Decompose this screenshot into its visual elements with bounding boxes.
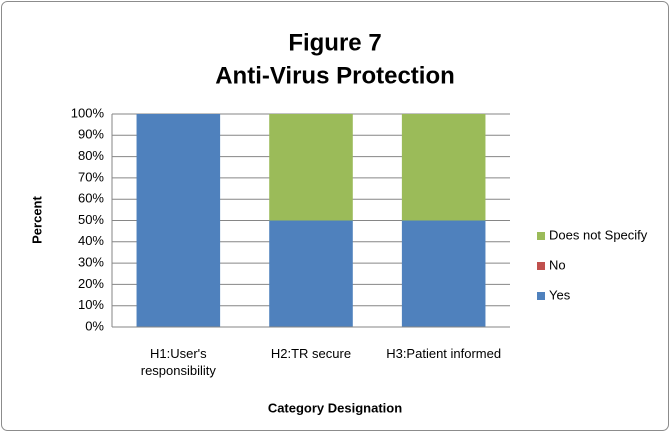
bar-segment xyxy=(269,114,353,221)
y-tick-label: 10% xyxy=(78,297,104,312)
bar-segment xyxy=(269,220,353,327)
x-tick-label: H3:Patient informed xyxy=(386,346,502,361)
y-tick-label: 70% xyxy=(78,169,104,184)
y-tick-label: 30% xyxy=(78,255,104,270)
y-tick-label: 50% xyxy=(78,212,104,227)
y-tick-label: 100% xyxy=(71,105,105,120)
x-tick-label: H1:User's responsibility xyxy=(140,346,216,378)
bar-segment xyxy=(136,114,221,327)
bar-segment xyxy=(401,114,486,221)
chart-title: Figure 7 xyxy=(288,29,381,56)
x-axis-label: Category Designation xyxy=(268,400,402,415)
y-tick-label: 20% xyxy=(78,276,104,291)
legend-swatch xyxy=(537,292,545,300)
y-tick-label: 0% xyxy=(85,318,104,333)
legend-label: Yes xyxy=(549,287,571,302)
y-tick-label: 40% xyxy=(78,233,104,248)
bar-segment xyxy=(401,220,486,327)
y-tick-label: 90% xyxy=(78,127,104,142)
y-axis-label: Percent xyxy=(29,195,44,243)
legend-swatch xyxy=(537,262,545,270)
y-tick-label: 60% xyxy=(78,191,104,206)
legend-swatch xyxy=(537,232,545,240)
y-tick-label: 80% xyxy=(78,148,104,163)
chart-subtitle: Anti-Virus Protection xyxy=(215,62,455,89)
legend-label: Does not Specify xyxy=(549,227,648,242)
x-tick-label: H2:TR secure xyxy=(270,346,352,361)
legend-label: No xyxy=(549,257,566,272)
